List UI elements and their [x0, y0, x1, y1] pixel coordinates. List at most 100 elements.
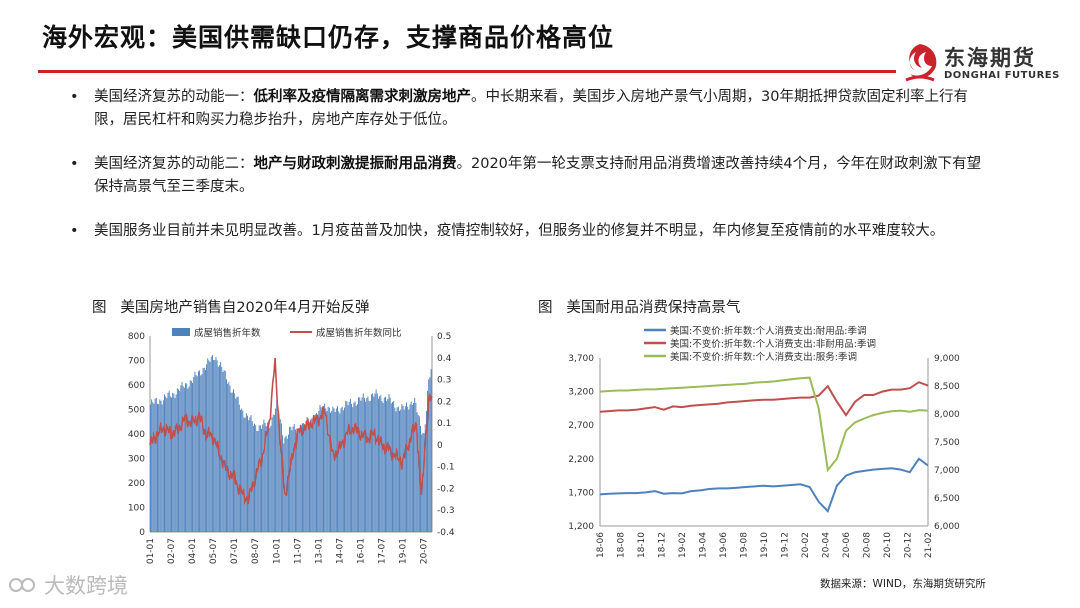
title-rule [38, 70, 896, 73]
bar [174, 397, 176, 532]
bar [289, 426, 291, 532]
y-right-tick-label: -0.2 [437, 484, 455, 494]
y-right-tick-label: 6,000 [934, 522, 960, 532]
bar [262, 424, 264, 532]
bullet-dot-icon: • [70, 223, 79, 239]
bar [305, 421, 307, 532]
bar [408, 409, 410, 532]
bullet-bold: 地产与财政刺激提振耐用品消费 [253, 156, 457, 172]
bar [422, 433, 424, 532]
bullet-bold: 低利率及疫情隔离需求刺激房地产 [253, 89, 472, 105]
bar [218, 365, 220, 532]
bar [251, 421, 253, 532]
bar [333, 408, 335, 532]
bar [321, 410, 323, 532]
bar [296, 432, 298, 532]
bar [339, 413, 341, 532]
bar [317, 415, 319, 532]
bar [186, 383, 188, 532]
bar [374, 393, 376, 532]
bar [277, 407, 279, 532]
bar [356, 404, 358, 532]
bar [238, 404, 240, 532]
bar [331, 410, 333, 532]
bar [365, 401, 367, 532]
bar [181, 381, 183, 532]
bar [301, 423, 303, 532]
bar [171, 397, 172, 532]
bar [193, 376, 195, 532]
bar [176, 388, 178, 532]
bar [392, 402, 393, 532]
bar [342, 410, 344, 532]
bar [363, 397, 365, 532]
bar [279, 419, 281, 532]
bar [155, 397, 157, 532]
legend-bar-swatch [172, 328, 190, 336]
bar [319, 404, 321, 532]
bar [189, 380, 191, 532]
bar [362, 393, 364, 532]
bar [404, 406, 406, 532]
y-left-tick-label: 500 [128, 406, 145, 416]
bar [270, 425, 272, 532]
y-left-tick-label: 100 [128, 504, 145, 514]
bar [206, 364, 208, 532]
bar [233, 389, 234, 532]
x-tick-label: 20-07 [420, 538, 430, 564]
y-left-tick-label: 1,700 [568, 488, 594, 498]
bar [166, 398, 168, 532]
bar [353, 402, 355, 532]
x-tick-label: 20-02 [801, 532, 811, 558]
legend-label: 成屋销售折年数同比 [316, 327, 402, 339]
y-left-tick-label: 400 [128, 430, 145, 440]
x-tick-label: 18-10 [637, 532, 647, 558]
bar [263, 419, 265, 532]
bar [351, 403, 353, 532]
bar [316, 413, 317, 532]
bar [167, 392, 169, 532]
bar [314, 414, 316, 532]
x-tick-label: 17-07 [377, 538, 387, 564]
bar [414, 397, 416, 532]
bar [230, 392, 232, 532]
bar [264, 422, 266, 532]
x-tick-label: 21-02 [924, 532, 934, 558]
bar [151, 399, 153, 532]
bar [294, 429, 296, 532]
bar [209, 361, 211, 532]
bar [182, 386, 184, 532]
bar [154, 398, 156, 532]
bar [183, 387, 185, 532]
bullet-item: • 美国经济复苏的动能二：地产与财政刺激提振耐用品消费。2020年第一轮支票支持… [70, 153, 990, 199]
bar [399, 410, 400, 532]
bar [367, 396, 369, 532]
x-tick-label: 18-12 [658, 532, 668, 558]
bar [332, 406, 334, 532]
bar [231, 392, 233, 532]
bar [349, 398, 351, 532]
bar [178, 389, 179, 532]
bar [375, 389, 377, 532]
bar [345, 400, 347, 532]
bar [241, 408, 243, 532]
x-tick-label: 20-08 [863, 532, 873, 558]
bar [370, 394, 372, 532]
y-left-tick-label: 300 [128, 455, 145, 465]
bar [369, 400, 371, 532]
watermark: 大数跨境 [8, 570, 128, 600]
figure-2-caption: 图 美国耐用品消费保持高景气 [538, 296, 740, 317]
bar [382, 402, 384, 532]
bar [396, 407, 398, 532]
bar [201, 374, 203, 532]
y-right-tick-label: 0.3 [437, 376, 451, 386]
bar [366, 398, 368, 532]
bar [227, 383, 229, 532]
company-logo: 东海期货 DONGHAI FUTURES [900, 40, 1060, 88]
bullet-lead: 美国服务业目前并未见明显改善。1月疫苗普及加快，疫情控制较好，但服务业的修复并不… [94, 223, 945, 239]
bar [304, 425, 306, 532]
bar [220, 362, 222, 532]
bar [228, 382, 230, 532]
bullet-body: 。2020年第一轮支票支持耐用品消费增速改善持续4个月，今年在财政刺激下有望保持… [94, 156, 982, 195]
bar [324, 403, 326, 532]
